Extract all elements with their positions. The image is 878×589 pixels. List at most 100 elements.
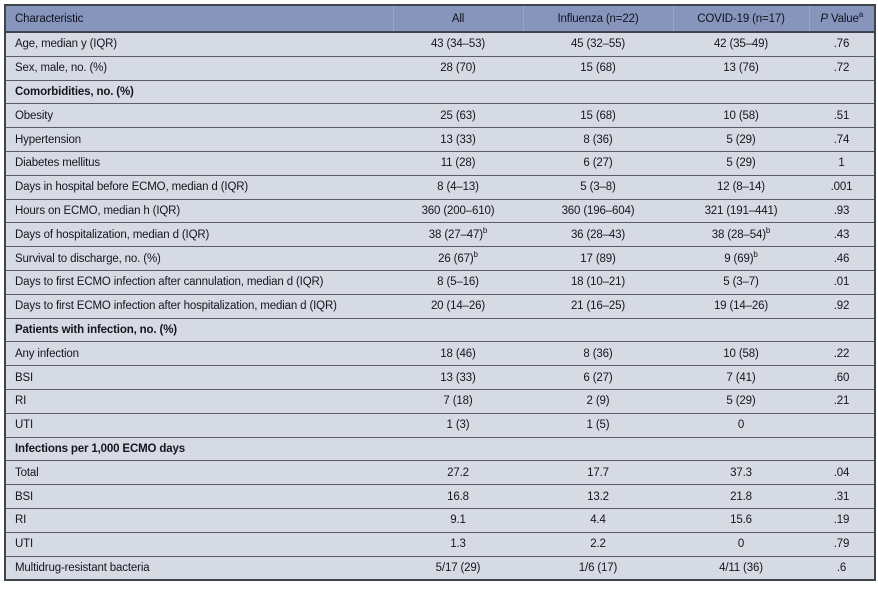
section-row: Comorbidities, no. (%) <box>5 80 875 104</box>
row-value: 8 (4–13) <box>393 175 523 200</box>
row-value: .04 <box>809 460 875 485</box>
row-value: 9 (69)b <box>673 246 809 271</box>
table-row: Days in hospital before ECMO, median d (… <box>5 175 875 200</box>
row-value: 15.6 <box>673 508 809 533</box>
table-row: Total 27.2 17.7 37.3.04 <box>5 460 875 485</box>
row-value: .6 <box>809 556 875 581</box>
pvalue-footnote-marker: a <box>858 9 864 19</box>
col-header-influenza: Influenza (n=22) <box>522 5 673 33</box>
table-header: Characteristic All Influenza (n=22) COVI… <box>5 5 875 33</box>
col-header-characteristic: Characteristic <box>5 5 393 33</box>
row-label: UTI <box>5 532 393 557</box>
row-label: Any infection <box>5 341 393 366</box>
row-value: 8 (5–16) <box>393 270 523 295</box>
row-value: 43 (34–53) <box>393 32 523 57</box>
row-value: 16.8 <box>393 484 523 509</box>
row-value: .43 <box>809 222 875 247</box>
row-value: 36 (28–43) <box>523 222 673 247</box>
table-row: BSI 13 (33) 6 (27) 7 (41) .60 <box>5 365 875 390</box>
table-row: Survival to discharge, no. (%) 26 (67)b 17… <box>5 246 875 271</box>
row-value: 18 (10–21) <box>523 270 673 295</box>
row-value: 17 (89) <box>523 246 673 271</box>
row-value: 1/6 (17) <box>523 556 673 581</box>
row-value: 8 (36) <box>523 341 673 366</box>
table-row: Hypertension 13 (33) 8 (36) 5 (29) .74 <box>5 127 875 152</box>
row-value: 5 (29) <box>673 127 809 152</box>
row-label: BSI <box>5 365 393 390</box>
table-row: Any infection 18 (46) 8 (36) 10 (58) .22 <box>5 341 875 366</box>
row-value: .76 <box>809 32 875 57</box>
row-label: RI <box>5 508 393 533</box>
row-value: 6 (27) <box>523 151 673 176</box>
table-row: Sex, male, no. (%) 28 (70) 15 (68) 13 (76).… <box>5 56 875 81</box>
row-value: .60 <box>809 365 875 390</box>
row-label: Total <box>5 460 393 485</box>
row-value: 11 (28) <box>393 151 523 176</box>
characteristics-table: Characteristic All Influenza (n=22) COVI… <box>4 4 876 582</box>
row-value: 5 (29) <box>673 389 809 414</box>
row-value: 26 (67)b <box>393 246 523 271</box>
section-row: Patients with infection, no. (%) <box>5 318 875 342</box>
row-value: .22 <box>809 341 875 366</box>
row-label: Age, median y (IQR) <box>5 32 393 57</box>
row-label: Days of hospitalization, median d (IQR) <box>5 222 393 247</box>
row-value: 20 (14–26) <box>393 294 523 319</box>
table-row: RI 7 (18) 2 (9) 5 (29) .21 <box>5 389 875 414</box>
row-label: Days to first ECMO infection after cannu… <box>5 270 393 295</box>
row-value: 5 (3–7) <box>673 270 809 295</box>
row-value: .92 <box>809 294 875 319</box>
row-value: .46 <box>809 246 875 271</box>
row-value: .01 <box>809 270 875 295</box>
section-label: Patients with infection, no. (%) <box>5 318 875 342</box>
row-value: 5 (3–8) <box>523 175 673 200</box>
row-value: 12 (8–14) <box>673 175 809 200</box>
row-value: 13 (33) <box>393 127 523 152</box>
row-value: 6 (27) <box>523 365 673 390</box>
row-label: Multidrug-resistant bacteria <box>5 556 393 581</box>
table-row: Days to first ECMO infection after hospi… <box>5 294 875 319</box>
table-row: Diabetes mellitus 11 (28) 6 (27) 5 (29) 1 <box>5 151 875 176</box>
table-row: Age, median y (IQR) 43 (34–53) 45 (32–55) 4… <box>5 32 875 57</box>
row-value: 4.4 <box>523 508 673 533</box>
row-value: 37.3 <box>673 460 809 485</box>
row-value: 360 (196–604) <box>523 199 673 223</box>
row-label: Survival to discharge, no. (%) <box>5 246 393 271</box>
col-header-all: All <box>392 5 523 33</box>
row-label: Hypertension <box>5 127 393 152</box>
section-label: Comorbidities, no. (%) <box>5 80 875 104</box>
row-value: 25 (63) <box>393 103 523 128</box>
row-value: 13 (33) <box>393 365 523 390</box>
row-value: .21 <box>809 389 875 414</box>
row-value: .001 <box>809 175 875 200</box>
table-row: Multidrug-resistant bacteria 5/17 (29) 1/6… <box>5 556 875 581</box>
row-value: 18 (46) <box>393 341 523 366</box>
row-label: Obesity <box>5 103 393 128</box>
row-value: .51 <box>809 103 875 128</box>
row-value: .19 <box>809 508 875 533</box>
row-value: .72 <box>809 56 875 81</box>
row-value: 2.2 <box>523 532 673 557</box>
table-row: BSI 16.8 13.2 21.8.31 <box>5 484 875 509</box>
row-value: 27.2 <box>393 460 523 485</box>
row-value: 13.2 <box>523 484 673 509</box>
row-value: 5 (29) <box>673 151 809 176</box>
row-value: 10 (58) <box>673 103 809 128</box>
table-row: Obesity 25 (63) 15 (68) 10 (58) .51 <box>5 103 875 128</box>
row-label: Days in hospital before ECMO, median d (… <box>5 175 393 200</box>
row-value: 2 (9) <box>523 389 673 414</box>
row-value: 21 (16–25) <box>523 294 673 319</box>
footnote-marker: b <box>473 249 478 259</box>
row-label: Days to first ECMO infection after hospi… <box>5 294 393 319</box>
row-value: 1 (5) <box>523 413 673 438</box>
row-value: 38 (27–47)b <box>393 222 523 247</box>
row-label: UTI <box>5 413 393 438</box>
table-row: UTI 1.3 2.2 0.79 <box>5 532 875 557</box>
footnote-marker: b <box>482 225 488 235</box>
row-value: 38 (28–54)b <box>673 222 809 247</box>
row-value: .74 <box>809 127 875 152</box>
row-value: 9.1 <box>393 508 523 533</box>
row-label: BSI <box>5 484 393 509</box>
row-value: 10 (58) <box>673 341 809 366</box>
row-value <box>809 413 875 438</box>
